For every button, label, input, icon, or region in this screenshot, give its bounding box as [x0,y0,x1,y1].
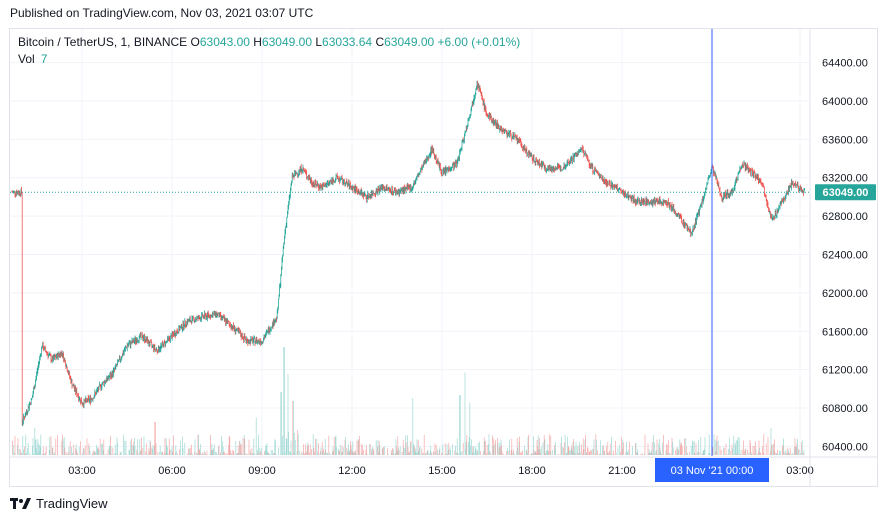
x-tick-label: 03:00 [68,465,96,477]
y-tick-label: 64400.00 [822,58,868,70]
y-tick-label: 60400.00 [822,441,868,453]
close-label: C [375,35,385,49]
y-tick-label: 61200.00 [822,365,868,377]
crosshair-time-label: 03 Nov '21 00:00 [671,465,754,477]
change-value: +6.00 (+0.01%) [437,35,521,49]
high-value: 63049.00 [261,35,313,49]
tradingview-brand[interactable]: TradingView [10,496,108,511]
crosshair-time-tag [655,458,769,482]
symbol-label: Bitcoin / TetherUS, 1, BINANCE [18,35,188,49]
open-label: O [190,35,200,49]
y-tick-label: 62400.00 [822,249,868,261]
volume-legend: Vol 7 [18,52,47,66]
x-tick-label: 12:00 [338,465,366,477]
last-price-tag [815,184,876,201]
open-value: 63043.00 [199,35,250,49]
last-price-label: 63049.00 [823,187,869,199]
x-tick-label: 03:00 [786,465,814,477]
low-value: 63033.64 [322,35,373,49]
high-label: H [253,35,262,49]
x-tick-label: 09:00 [248,465,276,477]
chart-frame[interactable] [9,28,878,487]
y-tick-label: 62800.00 [822,211,868,223]
x-tick-label: 18:00 [518,465,546,477]
y-tick-label: 63200.00 [822,173,868,185]
low-label: L [315,35,323,49]
y-tick-label: 63600.00 [822,134,868,146]
close-value: 63049.00 [384,35,435,49]
x-tick-label: 06:00 [158,465,186,477]
published-caption: Published on TradingView.com, Nov 03, 20… [10,6,314,20]
y-tick-label: 60800.00 [822,403,868,415]
x-tick-label: 15:00 [428,465,456,477]
brand-name: TradingView [36,496,108,511]
volume-value: 7 [40,52,48,66]
volume-label: Vol [18,52,35,66]
y-tick-label: 62000.00 [822,288,868,300]
tradingview-logo-icon [10,497,31,509]
series-legend: Bitcoin / TetherUS, 1, BINANCE O63043.00… [18,35,520,49]
y-tick-label: 64000.00 [822,96,868,108]
y-tick-label: 61600.00 [822,326,868,338]
x-tick-label: 21:00 [608,465,636,477]
